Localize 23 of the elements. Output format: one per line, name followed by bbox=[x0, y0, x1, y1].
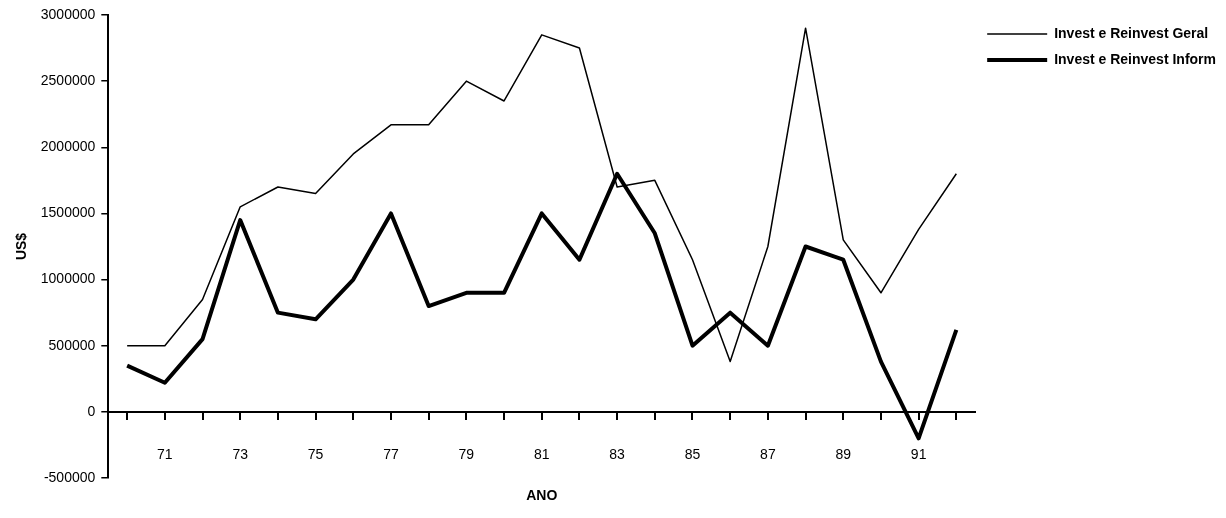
y-tick-label: 2500000 bbox=[40, 72, 96, 88]
y-tick-label: 1500000 bbox=[40, 204, 96, 221]
x-tick-label: 73 bbox=[232, 446, 249, 463]
legend-label: Invest e Reinvest Geral bbox=[1054, 24, 1209, 41]
x-tick-label: 87 bbox=[760, 446, 776, 463]
x-tick-label: 79 bbox=[458, 446, 475, 463]
x-tick-label: 85 bbox=[684, 446, 701, 463]
x-tick-label: 91 bbox=[910, 446, 927, 463]
x-tick-label: 71 bbox=[157, 446, 173, 463]
x-axis-title: ANO bbox=[526, 486, 558, 503]
x-tick-label: 77 bbox=[383, 446, 399, 463]
y-tick-label: 0 bbox=[87, 402, 96, 419]
x-tick-label: 81 bbox=[533, 446, 550, 463]
y-tick-label: 1000000 bbox=[40, 270, 96, 287]
x-tick-label: 75 bbox=[307, 446, 324, 463]
y-tick-label: 2000000 bbox=[40, 138, 96, 155]
legend-label: Invest e Reinvest Inform bbox=[1054, 50, 1216, 67]
x-tick-label: 89 bbox=[835, 446, 852, 463]
x-tick-label: 83 bbox=[609, 446, 626, 463]
y-axis-title: US$ bbox=[13, 232, 30, 261]
y-tick-label: -500000 bbox=[43, 468, 96, 485]
y-tick-label: 3000000 bbox=[40, 5, 96, 22]
y-tick-label: 500000 bbox=[48, 336, 96, 353]
